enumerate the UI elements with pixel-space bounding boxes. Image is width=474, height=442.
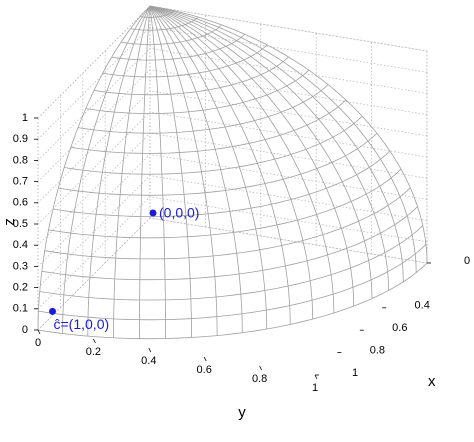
x-tick-label: 1	[352, 367, 358, 379]
mesh-meridian	[149, 5, 417, 273]
mesh-latitude	[39, 225, 424, 301]
x-axis-label: x	[428, 373, 436, 390]
z-tick-label: 0.3	[13, 260, 28, 272]
z-tick-label: 1	[22, 112, 28, 124]
z-tick-label: 0.6	[13, 197, 28, 209]
y-tick	[37, 329, 41, 335]
grid-line	[37, 47, 428, 161]
z-tick-label: 0.1	[13, 303, 28, 315]
y-tick	[314, 374, 318, 380]
y-tick	[203, 356, 207, 362]
mesh-meridian	[149, 5, 389, 291]
mesh-meridian	[149, 5, 373, 299]
mesh-meridian	[62, 5, 151, 334]
mesh-latitude	[41, 206, 418, 281]
mesh-meridian	[149, 5, 335, 314]
mesh-latitude	[58, 133, 378, 196]
mesh-latitude	[111, 33, 245, 61]
mesh-meridian	[87, 5, 151, 337]
y-axis-label: y	[238, 404, 246, 421]
box-edge	[37, 5, 151, 119]
z-tick-label: 0	[22, 324, 28, 336]
y-tick-label: 0.4	[141, 355, 156, 367]
annotation: (0,0,0)	[159, 205, 199, 221]
x-tick-label: 0	[464, 255, 470, 267]
z-tick-label: 0.2	[13, 282, 28, 294]
y-tick	[259, 365, 262, 371]
z-tick-label: 0.9	[13, 133, 28, 145]
x-tick-label: 0.4	[415, 300, 430, 312]
mesh-meridian	[149, 5, 428, 264]
y-tick-label: 0.2	[86, 346, 101, 358]
mesh-meridian	[149, 5, 192, 338]
x-tick-label: 0.8	[370, 345, 385, 357]
z-axis-label: z	[1, 218, 18, 226]
mesh-meridian	[149, 5, 268, 330]
y-tick	[148, 347, 152, 353]
annotation-point	[149, 209, 157, 217]
annotation: ĉ=(1,0,0)	[54, 316, 110, 332]
y-tick-label: 1	[312, 382, 318, 394]
y-tick	[93, 338, 96, 344]
mesh-meridian	[37, 5, 151, 331]
z-tick-label: 0.5	[13, 218, 28, 230]
z-tick-label: 0.4	[13, 239, 28, 251]
x-tick-label: 0.6	[392, 322, 407, 334]
mesh-meridian	[149, 5, 166, 339]
mesh-meridian	[149, 5, 404, 282]
mesh-latitude	[64, 115, 363, 175]
z-tick-label: 0.8	[13, 154, 28, 166]
mesh-meridian	[113, 5, 151, 338]
mesh-meridian	[149, 5, 314, 320]
y-tick-label: 0	[35, 337, 41, 349]
y-tick-label: 0.6	[197, 364, 212, 376]
mesh-meridian	[139, 5, 151, 339]
grid-line	[37, 26, 428, 140]
mesh-meridian	[149, 5, 291, 325]
annotation-point	[49, 307, 56, 315]
y-tick-label: 0.8	[252, 373, 267, 385]
z-tick-label: 0.7	[13, 176, 28, 188]
mesh-meridian	[149, 5, 243, 333]
mesh-meridian	[149, 5, 355, 307]
grid-line	[37, 217, 428, 331]
mesh-latitude	[120, 24, 222, 45]
mesh-meridian	[149, 5, 218, 336]
